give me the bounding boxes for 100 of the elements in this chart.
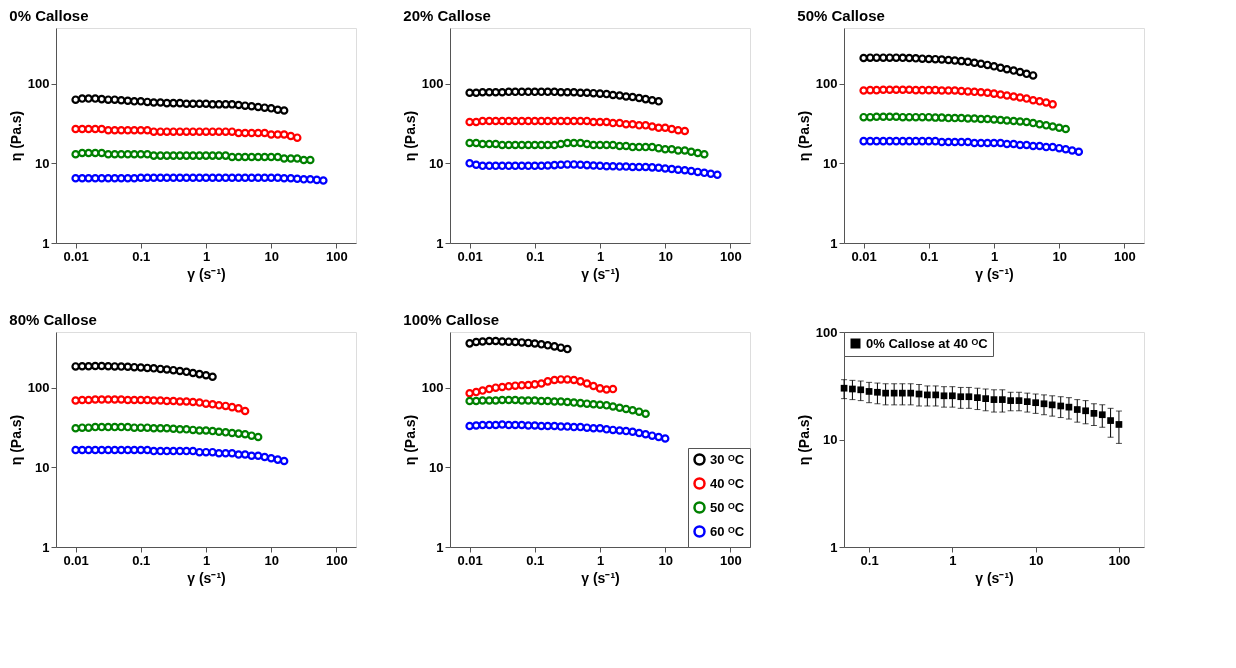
- point: [918, 112, 927, 122]
- point: [576, 422, 585, 432]
- point: [970, 114, 979, 123]
- point: [556, 160, 566, 170]
- point: [143, 363, 152, 373]
- point: [221, 173, 230, 182]
- point: [950, 56, 960, 65]
- point: [1048, 100, 1057, 109]
- point: [497, 420, 507, 429]
- point: [169, 424, 178, 434]
- point: [491, 139, 500, 149]
- point: [97, 361, 106, 371]
- point: [563, 138, 572, 148]
- point: [465, 389, 474, 398]
- point: [537, 140, 546, 150]
- point: [602, 140, 611, 150]
- point: [885, 136, 894, 146]
- point: [885, 112, 894, 121]
- point: [214, 401, 224, 410]
- point: [550, 87, 559, 97]
- point: [240, 101, 250, 110]
- y-axis-title: η (Pa.s): [7, 414, 24, 466]
- point: [208, 151, 217, 160]
- point: [918, 136, 927, 146]
- point: [1015, 117, 1025, 126]
- point: [628, 427, 637, 436]
- point: [576, 138, 585, 148]
- point: [77, 395, 87, 405]
- point: [628, 142, 637, 152]
- point: [123, 422, 133, 432]
- point: [1082, 407, 1089, 415]
- point: [77, 423, 87, 432]
- point: [471, 421, 481, 430]
- point: [996, 138, 1005, 148]
- point: [478, 139, 487, 149]
- point: [227, 173, 237, 182]
- x-axis-title: γ (s⁻¹): [975, 569, 1014, 586]
- point: [182, 397, 191, 406]
- point: [188, 425, 198, 435]
- point: [1007, 397, 1014, 404]
- point: [195, 99, 204, 108]
- point: [240, 128, 250, 138]
- point: [615, 162, 624, 171]
- point: [654, 143, 663, 153]
- point: [234, 173, 243, 182]
- point: [569, 88, 579, 97]
- x-axis-title: γ (s⁻¹): [975, 265, 1014, 282]
- point: [983, 88, 992, 97]
- point: [667, 164, 676, 174]
- point: [84, 423, 93, 432]
- point: [537, 116, 546, 126]
- point: [615, 118, 624, 128]
- x-tick-label: 1: [596, 248, 605, 264]
- point: [550, 160, 559, 170]
- point: [582, 423, 592, 432]
- point: [103, 126, 113, 135]
- point: [1022, 94, 1031, 103]
- point: [214, 100, 224, 109]
- point: [537, 396, 546, 406]
- point: [595, 117, 605, 127]
- point: [530, 339, 540, 348]
- point: [71, 362, 80, 371]
- point: [221, 151, 230, 160]
- point: [188, 368, 198, 378]
- y-tick-label: 1: [830, 539, 838, 555]
- point: [654, 97, 663, 106]
- point: [904, 53, 914, 63]
- point: [97, 173, 106, 183]
- x-tick-label: 100: [1108, 552, 1131, 568]
- point: [156, 364, 165, 374]
- point: [471, 160, 481, 170]
- point: [1073, 406, 1081, 413]
- point: [667, 145, 676, 154]
- point: [931, 85, 940, 95]
- point: [175, 127, 185, 136]
- point: [208, 426, 217, 436]
- y-tick-label: 100: [421, 380, 444, 396]
- point: [484, 161, 494, 171]
- point: [110, 150, 119, 159]
- point: [195, 173, 204, 182]
- point: [537, 340, 546, 349]
- point: [595, 89, 605, 98]
- point: [306, 155, 315, 165]
- point: [963, 114, 973, 123]
- point: [478, 386, 487, 395]
- point: [998, 396, 1006, 403]
- point: [273, 455, 282, 464]
- point: [1015, 140, 1025, 150]
- point: [615, 91, 624, 100]
- point: [306, 175, 315, 184]
- point: [576, 88, 585, 97]
- point: [491, 336, 500, 346]
- point: [478, 161, 487, 171]
- y-tick-label: 10: [429, 155, 444, 171]
- point: [169, 151, 178, 160]
- point: [214, 427, 224, 436]
- x-tick-label: 100: [720, 552, 742, 568]
- point: [602, 161, 611, 171]
- point: [898, 136, 907, 146]
- point: [556, 375, 566, 384]
